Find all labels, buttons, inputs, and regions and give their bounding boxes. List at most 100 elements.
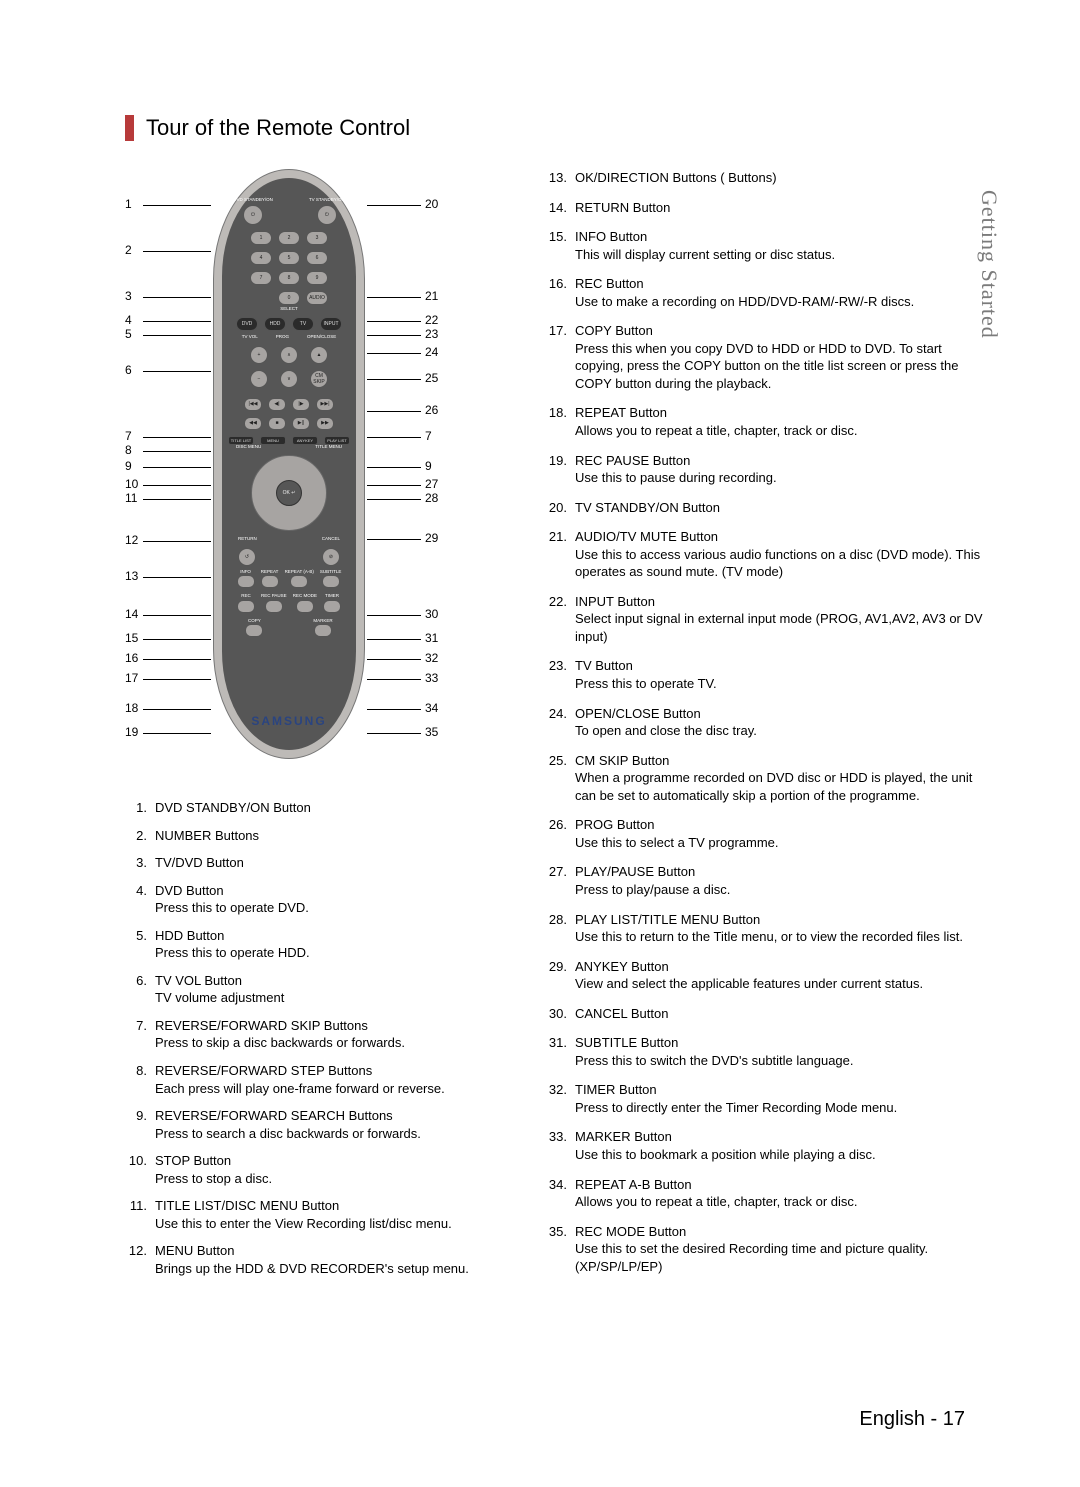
remote-btn: ■ xyxy=(268,417,286,430)
btn-label: MARKER xyxy=(313,619,332,624)
list-item: 7.REVERSE/FORWARD SKIP ButtonsPress to s… xyxy=(125,1017,485,1052)
item-body: RETURN Button xyxy=(575,199,985,217)
leader-line xyxy=(143,499,211,500)
callout-left-17: 17 xyxy=(125,671,138,685)
audio-btn: AUDIO xyxy=(306,291,328,305)
leader-line xyxy=(367,615,421,616)
callout-left-19: 19 xyxy=(125,725,138,739)
list-item: 11.TITLE LIST/DISC MENU ButtonUse this t… xyxy=(125,1197,485,1232)
callout-left-10: 10 xyxy=(125,477,138,491)
remote-btn xyxy=(237,575,255,588)
item-body: PLAY/PAUSE ButtonPress to play/pause a d… xyxy=(575,863,985,898)
btn-label: REPEAT (A-B) xyxy=(285,570,314,575)
callout-left-3: 3 xyxy=(125,289,132,303)
list-item: 17. COPY ButtonPress this when you copy D… xyxy=(545,322,985,392)
num-4: 4 xyxy=(250,251,272,265)
item-title: COPY Button xyxy=(575,322,985,340)
list-item: 28.PLAY LIST/TITLE MENU ButtonUse this t… xyxy=(545,911,985,946)
tv-standby-btn: ⏻ xyxy=(317,205,337,225)
play-row: ◀◀■▶||▶▶ xyxy=(244,417,334,430)
item-title: TV STANDBY/ON Button xyxy=(575,499,985,517)
leader-line xyxy=(143,577,211,578)
prog-label: PROG xyxy=(276,335,289,340)
leader-line xyxy=(367,709,421,710)
leader-line xyxy=(367,335,421,336)
list-item: 18.REPEAT ButtonAllows you to repeat a t… xyxy=(545,404,985,439)
callout-left-2: 2 xyxy=(125,243,132,257)
item-number: 13. xyxy=(545,169,567,187)
item-desc: Use this to access various audio functio… xyxy=(575,546,985,581)
item-number: 17. xyxy=(545,322,567,392)
remote-figure: 1234567891011121314151617181920212223242… xyxy=(125,169,455,769)
section-marker xyxy=(125,115,134,141)
item-title: REPEAT A-B Button xyxy=(575,1176,985,1194)
item-body: COPY ButtonPress this when you copy DVD … xyxy=(575,322,985,392)
item-body: REVERSE/FORWARD STEP ButtonsEach press w… xyxy=(155,1062,485,1097)
callout-right-26: 26 xyxy=(425,403,438,417)
item-number: 33. xyxy=(545,1128,567,1163)
source-btn: TV xyxy=(292,317,314,331)
item-title: OPEN/CLOSE Button xyxy=(575,705,985,723)
remote-content: DVD STANDBY/ON ⏻ TV STANDBY/ON ⏻ 1234567… xyxy=(232,194,346,734)
number-pad: 1234567890AUDIO xyxy=(250,225,328,305)
item-body: REPEAT ButtonAllows you to repeat a titl… xyxy=(575,404,985,439)
list-item: 32.TIMER ButtonPress to directly enter t… xyxy=(545,1081,985,1116)
item-body: MARKER ButtonUse this to bookmark a posi… xyxy=(575,1128,985,1163)
item-desc: Press to stop a disc. xyxy=(155,1170,485,1188)
item-body: ANYKEY ButtonView and select the applica… xyxy=(575,958,985,993)
tvvol-label: TV VOL xyxy=(242,335,258,340)
callout-right-9: 9 xyxy=(425,459,432,473)
brand-logo: SAMSUNG xyxy=(214,714,364,728)
leader-line xyxy=(143,485,211,486)
item-title: INFO Button xyxy=(575,228,985,246)
item-title: INPUT Button xyxy=(575,593,985,611)
btn-label: REC MODE xyxy=(293,594,317,599)
callout-left-15: 15 xyxy=(125,631,138,645)
source-btn: DVD xyxy=(236,317,258,331)
list-item: 29.ANYKEY ButtonView and select the appl… xyxy=(545,958,985,993)
item-desc: Press to skip a disc backwards or forwar… xyxy=(155,1034,485,1052)
vol-up: + xyxy=(250,346,268,364)
item-body: INPUT ButtonSelect input signal in exter… xyxy=(575,593,985,646)
menu-btn: ANYKEY xyxy=(292,436,318,445)
item-body: REVERSE/FORWARD SEARCH ButtonsPress to s… xyxy=(155,1107,485,1142)
source-row: DVDHDDTVINPUT xyxy=(236,317,342,331)
item-number: 3. xyxy=(125,854,147,872)
item-desc: Use this to select a TV programme. xyxy=(575,834,985,852)
list-item: 35.REC MODE ButtonUse this to set the de… xyxy=(545,1223,985,1276)
item-title: REVERSE/FORWARD STEP Buttons xyxy=(155,1062,485,1080)
item-desc: Press this to operate TV. xyxy=(575,675,985,693)
item-title: CANCEL Button xyxy=(575,1005,985,1023)
btn-label: REPEAT xyxy=(261,570,279,575)
item-body: REC ButtonUse to make a recording on HDD… xyxy=(575,275,985,310)
list-item: 3.TV/DVD Button xyxy=(125,854,485,872)
remote-btn: |▶ xyxy=(292,398,310,411)
item-body: REC PAUSE ButtonUse this to pause during… xyxy=(575,452,985,487)
remote-btn xyxy=(245,624,263,637)
item-body: OPEN/CLOSE ButtonTo open and close the d… xyxy=(575,705,985,740)
item-title: RETURN Button xyxy=(575,199,985,217)
item-number: 34. xyxy=(545,1176,567,1211)
callout-right-25: 25 xyxy=(425,371,438,385)
prog-up: ∧ xyxy=(280,346,298,364)
leader-line xyxy=(143,205,211,206)
item-body: PLAY LIST/TITLE MENU ButtonUse this to r… xyxy=(575,911,985,946)
remote-btn: ◀◀ xyxy=(244,417,262,430)
item-body: SUBTITLE ButtonPress this to switch the … xyxy=(575,1034,985,1069)
info-row: INFOREPEATREPEAT (A-B)SUBTITLE xyxy=(237,570,342,589)
leader-line xyxy=(367,485,421,486)
item-title: ANYKEY Button xyxy=(575,958,985,976)
item-title: NUMBER Buttons xyxy=(155,827,485,845)
btn-label: SUBTITLE xyxy=(320,570,342,575)
btn-label: REC xyxy=(241,594,251,599)
list-item: 26.PROG ButtonUse this to select a TV pr… xyxy=(545,816,985,851)
item-body: OK/DIRECTION Buttons ( Buttons) xyxy=(575,169,985,187)
item-body: TV VOL ButtonTV volume adjustment xyxy=(155,972,485,1007)
list-item: 6.TV VOL ButtonTV volume adjustment xyxy=(125,972,485,1007)
item-body: REC MODE ButtonUse this to set the desir… xyxy=(575,1223,985,1276)
callout-left-16: 16 xyxy=(125,651,138,665)
leader-line xyxy=(367,659,421,660)
item-title: PLAY LIST/TITLE MENU Button xyxy=(575,911,985,929)
callout-right-27: 27 xyxy=(425,477,438,491)
cancel-label: CANCEL xyxy=(322,537,340,542)
